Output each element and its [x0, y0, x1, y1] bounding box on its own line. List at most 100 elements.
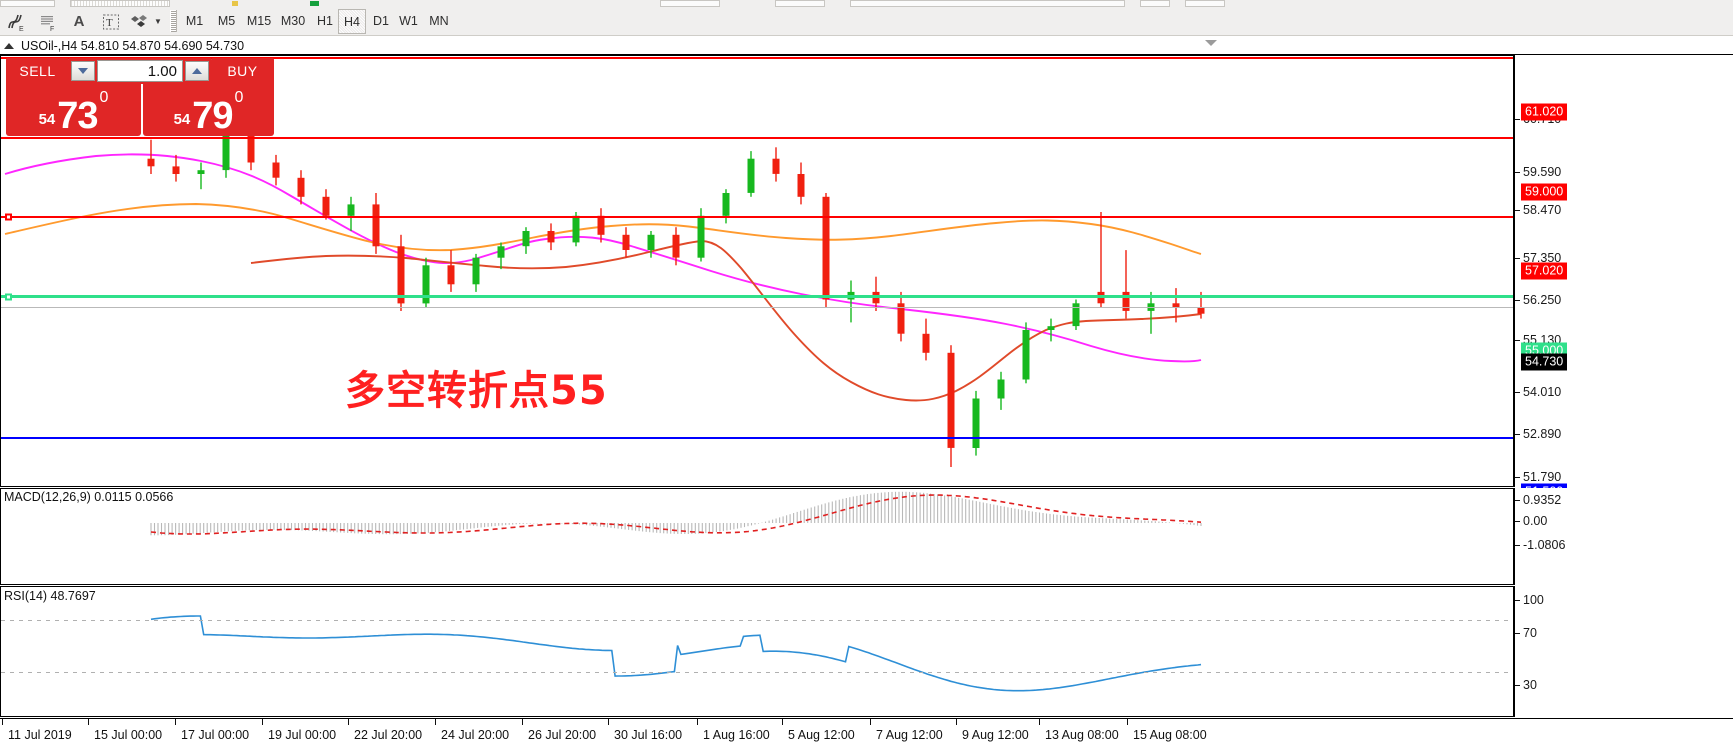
price-scale[interactable]: 60.71059.59058.47057.35056.25055.13054.0…: [1514, 55, 1733, 532]
price-tick-label: 58.470: [1523, 203, 1562, 217]
price-tick-label: 56.250: [1523, 293, 1562, 307]
volume-decrement-button[interactable]: [71, 61, 95, 81]
time-axis-label: 5 Aug 12:00: [788, 728, 855, 742]
level-line-51500[interactable]: [1, 437, 1513, 439]
price-tick-label: 59.590: [1523, 165, 1562, 179]
rsi-tick: [1515, 600, 1520, 601]
macd-indicator-label: MACD(12,26,9) 0.0115 0.0566: [4, 490, 174, 504]
rsi-overbought-line: [1, 620, 1513, 621]
price-tick-label: 51.790: [1523, 470, 1562, 484]
time-axis[interactable]: 11 Jul 2019 15 Jul 00:00 17 Jul 00:00 19 Ju…: [0, 718, 1733, 754]
current-price-line: [1, 307, 1513, 308]
macd-tick-label: -1.0806: [1523, 538, 1566, 552]
time-axis-label: 22 Jul 20:00: [354, 728, 423, 742]
buy-price-display[interactable]: 54 79 0: [143, 84, 274, 136]
rsi-scale[interactable]: 100 70 30: [1514, 586, 1733, 717]
buy-button[interactable]: BUY: [211, 58, 274, 84]
rsi-indicator-label: RSI(14) 48.7697: [4, 589, 96, 603]
time-tick: [435, 719, 436, 725]
timeframe-h1[interactable]: H1: [317, 14, 333, 28]
rsi-tick-label: 30: [1523, 678, 1537, 692]
price-tick: [1515, 258, 1520, 259]
indicators-icon[interactable]: E: [3, 9, 29, 34]
price-tick-label: 54.010: [1523, 385, 1562, 399]
timeframe-mn[interactable]: MN: [429, 14, 449, 28]
macd-tick: [1515, 521, 1520, 522]
macd-series-svg: [150, 491, 1202, 536]
macd-scale[interactable]: 0.9352 0.00 -1.0806: [1514, 488, 1733, 585]
level-line-61020[interactable]: [1, 57, 1513, 59]
resistance-level-61020[interactable]: 61.020: [1521, 103, 1568, 121]
toolbar-grip[interactable]: [170, 10, 177, 32]
time-tick: [175, 719, 176, 725]
time-axis-label: 13 Aug 08:00: [1045, 728, 1119, 742]
chart-annotation-text[interactable]: 多空转折点55: [345, 368, 608, 414]
macd-tick-label: 0.9352: [1523, 493, 1562, 507]
time-tick: [1127, 719, 1128, 725]
timeframe-w1[interactable]: W1: [399, 14, 418, 28]
time-axis-label: 15 Jul 00:00: [94, 728, 163, 742]
level-anchor-55000[interactable]: [5, 293, 12, 301]
macd-pane[interactable]: [0, 488, 1514, 585]
time-axis-label: 26 Jul 20:00: [528, 728, 597, 742]
time-axis-label: 30 Jul 16:00: [614, 728, 683, 742]
time-axis-label: 9 Aug 12:00: [962, 728, 1029, 742]
svg-text:E: E: [19, 26, 24, 32]
volume-input[interactable]: 1.00: [97, 60, 183, 82]
chart-dropdown-caret-icon[interactable]: [1205, 40, 1217, 46]
candlestick-layer: [147, 128, 1205, 467]
price-tick: [1515, 477, 1520, 478]
macd-tick-label: 0.00: [1523, 514, 1548, 528]
volume-increment-button[interactable]: [185, 61, 209, 81]
level-line-59000[interactable]: [1, 137, 1513, 139]
symbol-ohlc-text: USOil-,H4 54.810 54.870 54.690 54.730: [21, 38, 245, 53]
one-click-trade-panel[interactable]: SELL 1.00 BUY 54 73 0 54 79 0: [6, 58, 274, 136]
time-tick: [348, 719, 349, 725]
time-tick: [262, 719, 263, 725]
time-axis-label: 17 Jul 00:00: [181, 728, 250, 742]
volume-control[interactable]: 1.00: [69, 58, 211, 84]
price-tick: [1515, 340, 1520, 341]
timeframe-h4[interactable]: H4: [338, 9, 366, 34]
symbol-ohlc-bar: USOil-,H4 54.810 54.870 54.690 54.730: [0, 37, 1733, 55]
price-tick: [1515, 434, 1520, 435]
timeframe-m1[interactable]: M1: [185, 14, 204, 28]
time-axis-label: 7 Aug 12:00: [876, 728, 943, 742]
price-tick-label: 57.350: [1523, 251, 1562, 265]
chart-toolbar: E F A T ▼: [0, 7, 1733, 36]
current-price-label[interactable]: 54.730: [1521, 353, 1568, 371]
price-tick: [1515, 172, 1520, 173]
rsi-tick: [1515, 633, 1520, 634]
rsi-pane[interactable]: [0, 586, 1514, 717]
timeframe-d1[interactable]: D1: [373, 14, 389, 28]
timeframe-m5[interactable]: M5: [217, 14, 236, 28]
rsi-series-svg: [150, 615, 1202, 692]
level-anchor-57020[interactable]: [5, 213, 12, 221]
chevron-down-icon[interactable]: ▼: [154, 17, 162, 26]
timeframe-m30[interactable]: M30: [280, 14, 306, 28]
resistance-level-59000[interactable]: 59.000: [1521, 183, 1568, 201]
price-series-svg: [4, 128, 1205, 467]
level-line-57020[interactable]: [1, 216, 1513, 218]
macd-tick: [1515, 500, 1520, 501]
sell-button[interactable]: SELL: [6, 58, 69, 84]
time-tick: [522, 719, 523, 725]
sell-price-display[interactable]: 54 73 0: [6, 84, 141, 136]
time-tick: [697, 719, 698, 725]
text-object-icon[interactable]: T: [98, 9, 124, 34]
text-label-icon[interactable]: A: [73, 13, 85, 30]
objects-icon[interactable]: [128, 9, 154, 34]
time-tick: [1039, 719, 1040, 725]
time-tick: [782, 719, 783, 725]
level-line-55000[interactable]: [1, 295, 1513, 298]
collapse-triangle-icon[interactable]: [4, 42, 14, 49]
time-axis-label: 15 Aug 08:00: [1133, 728, 1207, 742]
price-tick-label: 52.890: [1523, 427, 1562, 441]
price-tick: [1515, 300, 1520, 301]
time-axis-label: 19 Jul 00:00: [268, 728, 337, 742]
svg-text:F: F: [50, 26, 54, 32]
resistance-level-57020[interactable]: 57.020: [1521, 262, 1568, 280]
templates-icon[interactable]: F: [35, 9, 61, 34]
timeframe-m15[interactable]: M15: [246, 14, 272, 28]
